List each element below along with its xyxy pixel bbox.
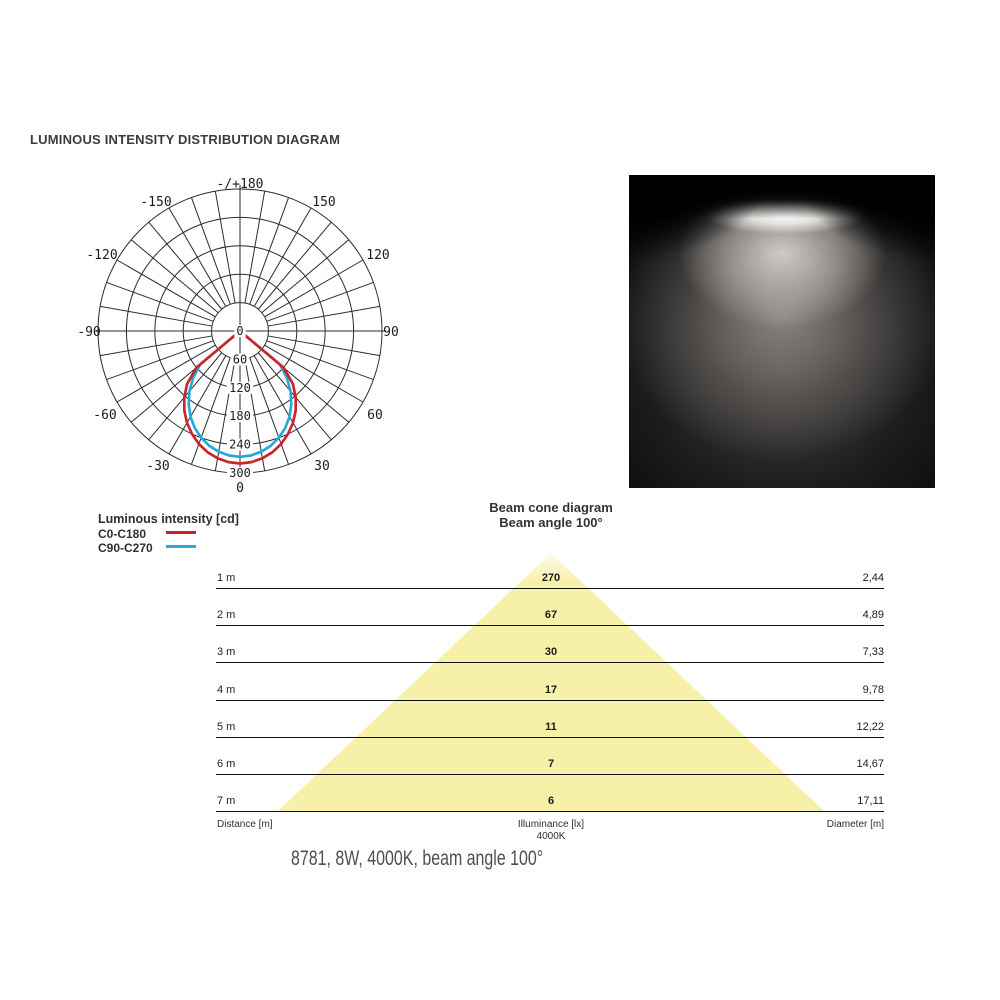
svg-text:-/+180: -/+180 (217, 177, 264, 192)
beam-cone-shape (278, 553, 824, 811)
beam-row-diameter: 9,78 (862, 684, 884, 696)
diameter-column-label: Diameter [m] (826, 819, 884, 830)
svg-text:-150: -150 (140, 195, 171, 210)
beam-row-line (216, 662, 884, 664)
beam-row-distance: 5 m (217, 721, 236, 733)
polar-angle-labels: -/+180-150 150-120 120-90 90-60 60-30 300 (77, 177, 399, 496)
curve-c90-c270 (187, 329, 293, 459)
svg-text:180: 180 (229, 409, 251, 423)
beam-row-distance: 4 m (217, 684, 236, 696)
beam-row-line (216, 625, 884, 627)
page-title: LUMINOUS INTENSITY DISTRIBUTION DIAGRAM (30, 132, 341, 147)
polar-legend: Luminous intensity [cd] C0-C180 C90-C270 (98, 512, 288, 555)
svg-text:-120: -120 (86, 248, 117, 263)
beam-row-illuminance: 67 (544, 609, 558, 621)
svg-text:30: 30 (314, 459, 330, 474)
product-caption: 8781, 8W, 4000K, beam angle 100° (291, 847, 544, 870)
beam-row-illuminance: 30 (544, 646, 558, 658)
svg-text:0: 0 (236, 324, 243, 338)
beam-row-illuminance: 11 (545, 721, 557, 733)
legend-label-c90-c270: C90-C270 (98, 541, 153, 555)
beam-row-illuminance: 17 (544, 684, 558, 696)
beam-row-line (216, 700, 884, 702)
beam-photo (629, 175, 935, 488)
beam-row-line (216, 588, 884, 590)
beam-row-illuminance: 6 (547, 795, 555, 807)
svg-text:300: 300 (229, 466, 251, 480)
beam-row-diameter: 14,67 (856, 758, 884, 770)
cct-label: 4000K (536, 831, 566, 842)
svg-text:240: 240 (229, 438, 251, 452)
beam-cone-title: Beam cone diagram (489, 500, 613, 515)
legend-item-c0-c180: C0-C180 (98, 527, 288, 541)
svg-text:-60: -60 (93, 408, 116, 423)
svg-text:90: 90 (383, 325, 399, 340)
beam-row-diameter: 7,33 (862, 646, 884, 658)
beam-row-line (216, 774, 884, 776)
beam-row-diameter: 17,11 (857, 795, 884, 807)
beam-cone-polygon (278, 553, 824, 811)
svg-text:60: 60 (367, 408, 383, 423)
svg-text:-90: -90 (77, 325, 100, 340)
beam-row-illuminance: 270 (541, 572, 561, 584)
svg-text:0: 0 (236, 481, 244, 496)
illuminance-column-label: Illuminance [lx] (517, 819, 585, 830)
legend-swatch-red-line (166, 531, 196, 535)
legend-label-c0-c180: C0-C180 (98, 527, 147, 541)
beam-row-diameter: 4,89 (862, 609, 884, 621)
svg-text:150: 150 (312, 195, 335, 210)
beam-row-distance: 6 m (217, 758, 236, 770)
legend-item-c90-c270: C90-C270 (98, 541, 288, 555)
svg-text:120: 120 (229, 381, 251, 395)
svg-text:120: 120 (366, 248, 389, 263)
beam-row-diameter: 12,22 (856, 721, 884, 733)
polar-radial-tick-labels: 0 60 120 180 240 300 (226, 324, 254, 480)
svg-text:-30: -30 (146, 459, 169, 474)
beam-cone-subtitle: Beam angle 100° (499, 515, 603, 530)
beam-row-distance: 2 m (217, 609, 236, 621)
beam-row-distance: 3 m (217, 646, 236, 658)
legend-title: Luminous intensity [cd] (98, 512, 239, 526)
beam-row-illuminance: 7 (547, 758, 555, 770)
legend-swatch-blue-line (166, 545, 196, 549)
beam-row-distance: 7 m (217, 795, 236, 807)
beam-row-line (216, 737, 884, 739)
beam-row-distance: 1 m (217, 572, 236, 584)
distance-column-label: Distance [m] (217, 819, 273, 830)
curve-c0-c180 (182, 329, 298, 465)
beam-row-line (216, 811, 884, 813)
beam-row-diameter: 2,44 (862, 572, 884, 584)
svg-text:60: 60 (233, 352, 247, 366)
